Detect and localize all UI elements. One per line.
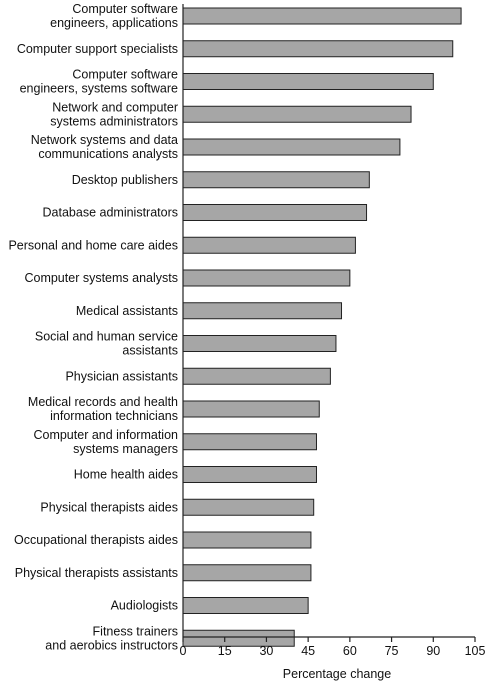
category-label: Home health aides <box>74 468 178 482</box>
category-label: Computer systems analysts <box>24 271 178 285</box>
category-label: Fitness trainers and aerobics instructors <box>45 624 178 652</box>
category-label-line: Physician assistants <box>65 369 178 383</box>
category-labels: Computer software engineers, applications… <box>8 2 178 652</box>
bar <box>182 433 317 451</box>
bar <box>182 138 401 156</box>
category-label-line: communications analysts <box>38 147 178 161</box>
bar <box>182 7 462 25</box>
category-label-line: information technicians <box>50 409 178 423</box>
bar <box>182 597 309 614</box>
category-label: Personal and home care aides <box>8 238 178 252</box>
category-label: Network systems and data communications a… <box>31 133 178 161</box>
bar <box>182 498 315 516</box>
category-label: Network and computer systems administrato… <box>50 100 178 128</box>
x-tick-label: 45 <box>301 644 315 658</box>
bar <box>182 105 412 123</box>
category-label-line: Audiologists <box>111 599 178 613</box>
bar <box>182 335 337 352</box>
bar <box>182 629 295 647</box>
category-label: Computer and information systems managers <box>33 428 178 456</box>
x-tick-label: 0 <box>180 644 187 658</box>
bar <box>182 171 370 189</box>
category-label-line: and aerobics instructors <box>45 638 178 652</box>
category-label-line: assistants <box>122 344 178 358</box>
category-label-line: Computer support specialists <box>17 42 178 56</box>
category-label-line: Social and human service <box>35 330 178 344</box>
category-label-line: Home health aides <box>74 468 178 482</box>
category-label-line: engineers, systems software <box>20 82 178 96</box>
x-axis: 0 15 30 45 60 75 90 105 <box>180 4 486 658</box>
bar <box>182 466 317 483</box>
category-label-line: Database administrators <box>43 206 178 220</box>
category-label-line: Computer software <box>72 2 178 16</box>
category-label: Medical assistants <box>76 304 178 318</box>
bar <box>182 400 320 418</box>
bar <box>182 236 356 254</box>
bar <box>182 269 351 287</box>
x-axis-title: Percentage change <box>283 667 391 681</box>
x-tick-label: 60 <box>343 644 357 658</box>
category-label: Computer software engineers, applications <box>50 2 178 30</box>
x-tick-label: 15 <box>218 644 232 658</box>
bar <box>182 73 434 90</box>
x-tick-label: 90 <box>426 644 440 658</box>
bar <box>182 40 454 58</box>
category-label-line: Medical records and health <box>28 395 178 409</box>
category-label-line: Computer systems analysts <box>24 271 178 285</box>
category-label: Audiologists <box>111 599 178 613</box>
category-label-line: Fitness trainers <box>93 624 178 638</box>
category-label-line: Network systems and data <box>31 133 178 147</box>
category-label-line: Network and computer <box>52 100 178 114</box>
category-label-line: Computer and information <box>33 428 178 442</box>
category-label-line: Physical therapists aides <box>40 500 178 514</box>
bar <box>182 564 312 582</box>
category-label: Physical therapists assistants <box>15 566 178 580</box>
bar <box>182 302 343 320</box>
category-label-line: Personal and home care aides <box>8 238 178 252</box>
category-label: Desktop publishers <box>72 173 178 187</box>
category-label-line: Desktop publishers <box>72 173 178 187</box>
x-tick-label: 75 <box>385 644 399 658</box>
category-label-line: systems administrators <box>50 114 178 128</box>
category-label: Medical records and health information te… <box>28 395 178 423</box>
category-label: Database administrators <box>43 206 178 220</box>
category-label: Physical therapists aides <box>40 500 178 514</box>
category-label: Physician assistants <box>65 369 178 383</box>
category-label-line: Medical assistants <box>76 304 178 318</box>
bar <box>182 204 368 221</box>
category-label-line: engineers, applications <box>50 16 178 30</box>
category-label: Computer support specialists <box>17 42 178 56</box>
category-label-line: Physical therapists assistants <box>15 566 178 580</box>
category-label: Occupational therapists aides <box>14 533 178 547</box>
x-tick-label: 30 <box>259 644 273 658</box>
bar <box>182 367 331 385</box>
category-label: Social and human service assistants <box>35 330 178 358</box>
category-label-line: systems managers <box>73 442 178 456</box>
x-tick-label: 105 <box>465 644 486 658</box>
bar <box>182 531 312 549</box>
category-label-line: Computer software <box>72 68 178 82</box>
bars-layer <box>182 7 462 647</box>
category-label: Computer software engineers, systems soft… <box>20 68 178 96</box>
category-label-line: Occupational therapists aides <box>14 533 178 547</box>
